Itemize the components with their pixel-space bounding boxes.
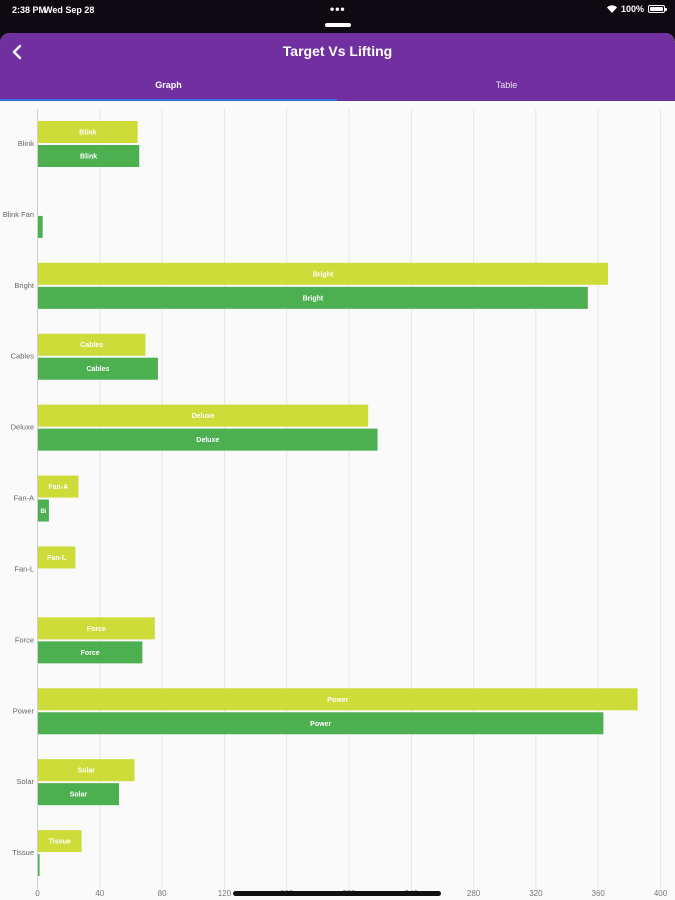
bar — [38, 499, 49, 522]
x-tick-label: 360 — [592, 889, 606, 898]
y-tick-label: Blink — [18, 139, 35, 148]
tab-table-label: Table — [495, 80, 518, 90]
bar — [38, 759, 135, 782]
bar-label: Force — [81, 650, 100, 657]
y-tick-label: Cables — [11, 352, 35, 361]
bar — [38, 546, 76, 569]
tab-graph-label: Graph — [155, 80, 182, 90]
chevron-left-icon — [12, 44, 22, 60]
x-tick-label: 280 — [467, 889, 481, 898]
sheet-grabber[interactable] — [325, 23, 351, 27]
y-tick-label: Deluxe — [11, 423, 34, 432]
bar-label: Solar — [78, 768, 96, 775]
bar — [38, 121, 138, 143]
y-tick-label: Tissue — [12, 848, 34, 857]
status-right: 100% — [606, 4, 667, 14]
x-tick-label: 400 — [654, 889, 668, 898]
status-time: 2:38 PM — [12, 5, 47, 15]
battery-icon — [648, 5, 667, 13]
bar-label: Force — [87, 626, 106, 633]
tab-indicator — [0, 99, 337, 101]
app-bar: Target Vs Lifting Graph Table — [0, 33, 675, 101]
bar — [38, 783, 119, 806]
modal-sheet: Target Vs Lifting Graph Table 0408012016… — [0, 33, 675, 900]
bar — [38, 357, 158, 380]
bar — [38, 404, 369, 427]
bar-label: Power — [327, 697, 348, 704]
bar-label: Fan-L — [47, 555, 67, 562]
bar — [38, 286, 588, 309]
bar — [38, 688, 638, 711]
bar-label: Cables — [86, 366, 109, 373]
bar — [38, 215, 43, 238]
y-tick-label: Bright — [14, 281, 35, 290]
bar — [38, 712, 604, 735]
bar — [38, 262, 609, 285]
back-button[interactable] — [6, 41, 28, 63]
status-bar: 2:38 PM Wed Sep 28 ••• 100% — [0, 0, 675, 20]
y-tick-label: Fan-L — [14, 564, 34, 573]
battery-percent: 100% — [620, 4, 644, 14]
bar — [38, 475, 79, 498]
status-date: Wed Sep 28 — [44, 5, 95, 15]
x-tick-label: 320 — [529, 889, 543, 898]
bar — [38, 617, 155, 640]
page-title: Target Vs Lifting — [282, 43, 393, 59]
bar-label: Tissue — [49, 839, 71, 846]
x-tick-label: 40 — [95, 889, 104, 898]
x-tick-label: 0 — [35, 889, 40, 898]
bar-label: Bright — [303, 295, 324, 302]
bar-label: Deluxe — [192, 413, 215, 420]
y-tick-label: Blink Fan — [3, 210, 34, 219]
y-tick-label: Force — [15, 635, 34, 644]
y-tick-label: Fan-A — [14, 494, 34, 503]
multitasking-dots-icon[interactable]: ••• — [330, 2, 346, 16]
bar-chart: 04080120160200240280320360400BlinkBlinkB… — [3, 109, 668, 898]
bar — [38, 830, 82, 853]
bar-label: Blink — [79, 130, 96, 137]
home-indicator — [233, 891, 441, 896]
bar-label: Solar — [70, 792, 88, 799]
bar-label: Bi — [40, 509, 46, 515]
bar — [38, 333, 146, 356]
tab-graph[interactable]: Graph — [0, 75, 337, 101]
tab-table[interactable]: Table — [338, 75, 675, 101]
bar-label: Bright — [313, 271, 334, 278]
y-tick-label: Solar — [16, 777, 34, 786]
y-tick-label: Power — [13, 706, 35, 715]
bar-label: Cables — [80, 342, 103, 349]
bar-label: Fan-A — [48, 484, 68, 491]
bar — [38, 854, 40, 877]
x-tick-label: 80 — [158, 889, 167, 898]
bar — [38, 145, 140, 167]
bar-label: Deluxe — [196, 437, 219, 444]
x-tick-label: 120 — [218, 889, 232, 898]
bar-label: Blink — [80, 154, 97, 161]
bar-label: Power — [310, 721, 331, 728]
wifi-icon — [606, 5, 617, 13]
bar — [38, 428, 378, 451]
bar — [38, 641, 143, 664]
